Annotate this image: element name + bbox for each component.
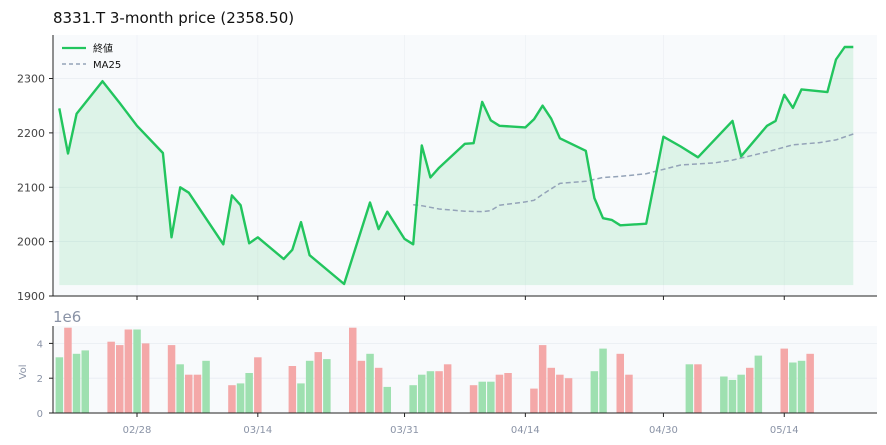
volume-bar — [55, 357, 64, 413]
volume-bar — [124, 329, 133, 413]
volume-bar — [746, 367, 754, 413]
volume-bar — [383, 386, 391, 413]
volume-bar — [469, 385, 478, 413]
volume-x-tick-label: 02/28 — [123, 425, 152, 436]
volume-bar — [185, 374, 193, 413]
volume-bar — [616, 353, 624, 413]
volume-bar — [228, 385, 236, 413]
price-y-tick-label: 2300 — [17, 73, 45, 86]
volume-bar — [193, 374, 202, 413]
volume-bar — [202, 360, 210, 413]
chart-title: 8331.T 3-month price (2358.50) — [53, 9, 294, 27]
price-y-tick-label: 1900 — [17, 290, 45, 303]
legend: 終値 MA25 — [62, 42, 121, 71]
volume-bars — [55, 327, 814, 413]
volume-bar — [495, 374, 504, 413]
volume-bar — [720, 376, 728, 413]
price-y-tick-label: 2000 — [17, 236, 45, 249]
volume-x-axis: 02/28 03/14 03/31 04/14 04/30 05/14 — [123, 413, 799, 436]
volume-bar — [564, 378, 573, 413]
volume-y-tick-label: 2 — [37, 374, 43, 385]
ma25-line — [413, 133, 854, 213]
volume-bar — [754, 355, 763, 413]
volume-bar — [133, 329, 141, 413]
volume-bar — [547, 367, 555, 413]
volume-bar — [556, 374, 564, 413]
volume-bar — [167, 345, 176, 413]
volume-bar — [323, 359, 331, 413]
volume-bar — [737, 374, 745, 413]
volume-x-tick-label: 04/30 — [649, 425, 678, 436]
volume-bar — [288, 366, 297, 413]
volume-bar — [297, 383, 305, 413]
volume-x-tick-label: 03/14 — [243, 425, 272, 436]
volume-bar — [72, 353, 81, 413]
volume-bar — [254, 357, 262, 413]
volume-bar — [374, 367, 383, 413]
volume-bar — [81, 350, 89, 413]
volume-bar — [409, 385, 417, 413]
volume-scale-label: 1e6 — [53, 308, 81, 326]
volume-panel: 0 2 4 02/28 03/14 03/31 04/14 04/30 05/14 1e6 V… — [18, 308, 877, 436]
volume-bar — [789, 362, 797, 413]
volume-bar — [366, 353, 374, 413]
volume-bar — [418, 374, 426, 413]
legend-label-ma25: MA25 — [93, 60, 121, 71]
volume-bar — [590, 371, 599, 413]
volume-bar — [357, 360, 366, 413]
volume-bar — [426, 371, 435, 413]
price-panel: 1900 2000 2100 2200 2300 終値 MA25 — [17, 35, 877, 303]
volume-x-tick-label: 05/14 — [770, 425, 799, 436]
volume-x-tick-label: 04/14 — [511, 425, 540, 436]
price-y-tick-label: 2200 — [17, 127, 45, 140]
volume-bar — [245, 373, 253, 413]
volume-bar — [487, 381, 495, 413]
volume-bar — [349, 327, 357, 413]
price-x-ticks — [136, 296, 785, 300]
volume-bar — [694, 364, 702, 413]
volume-bar — [236, 383, 245, 413]
volume-bar — [504, 373, 512, 413]
volume-x-tick-label: 03/31 — [390, 425, 419, 436]
volume-bar — [806, 353, 814, 413]
volume-bar — [530, 388, 538, 413]
volume-bar — [538, 345, 547, 413]
volume-bar — [599, 348, 607, 413]
volume-bar — [116, 345, 124, 413]
volume-bar — [797, 360, 806, 413]
volume-bar — [625, 374, 633, 413]
price-grid — [53, 35, 877, 297]
price-y-tick-label: 2100 — [17, 181, 45, 194]
volume-bar — [685, 364, 694, 413]
volume-bar — [305, 360, 314, 413]
price-y-axis: 1900 2000 2100 2200 2300 — [17, 73, 53, 303]
volume-y-axis: 0 2 4 — [37, 339, 53, 420]
volume-y-tick-label: 4 — [37, 339, 43, 350]
volume-axis-label: Vol — [18, 365, 29, 380]
close-price-line — [58, 45, 854, 286]
volume-bar — [478, 381, 486, 413]
volume-bar — [443, 364, 452, 413]
volume-bar — [176, 364, 184, 413]
close-price-area — [59, 47, 854, 286]
volume-bar — [64, 327, 72, 413]
legend-label-close: 終値 — [93, 42, 113, 55]
volume-bar — [314, 352, 322, 413]
volume-bar — [435, 371, 443, 413]
volume-y-tick-label: 0 — [37, 409, 43, 420]
volume-bar — [141, 343, 150, 413]
volume-bar — [107, 341, 115, 413]
volume-bar — [728, 379, 737, 413]
volume-bar — [780, 348, 788, 413]
